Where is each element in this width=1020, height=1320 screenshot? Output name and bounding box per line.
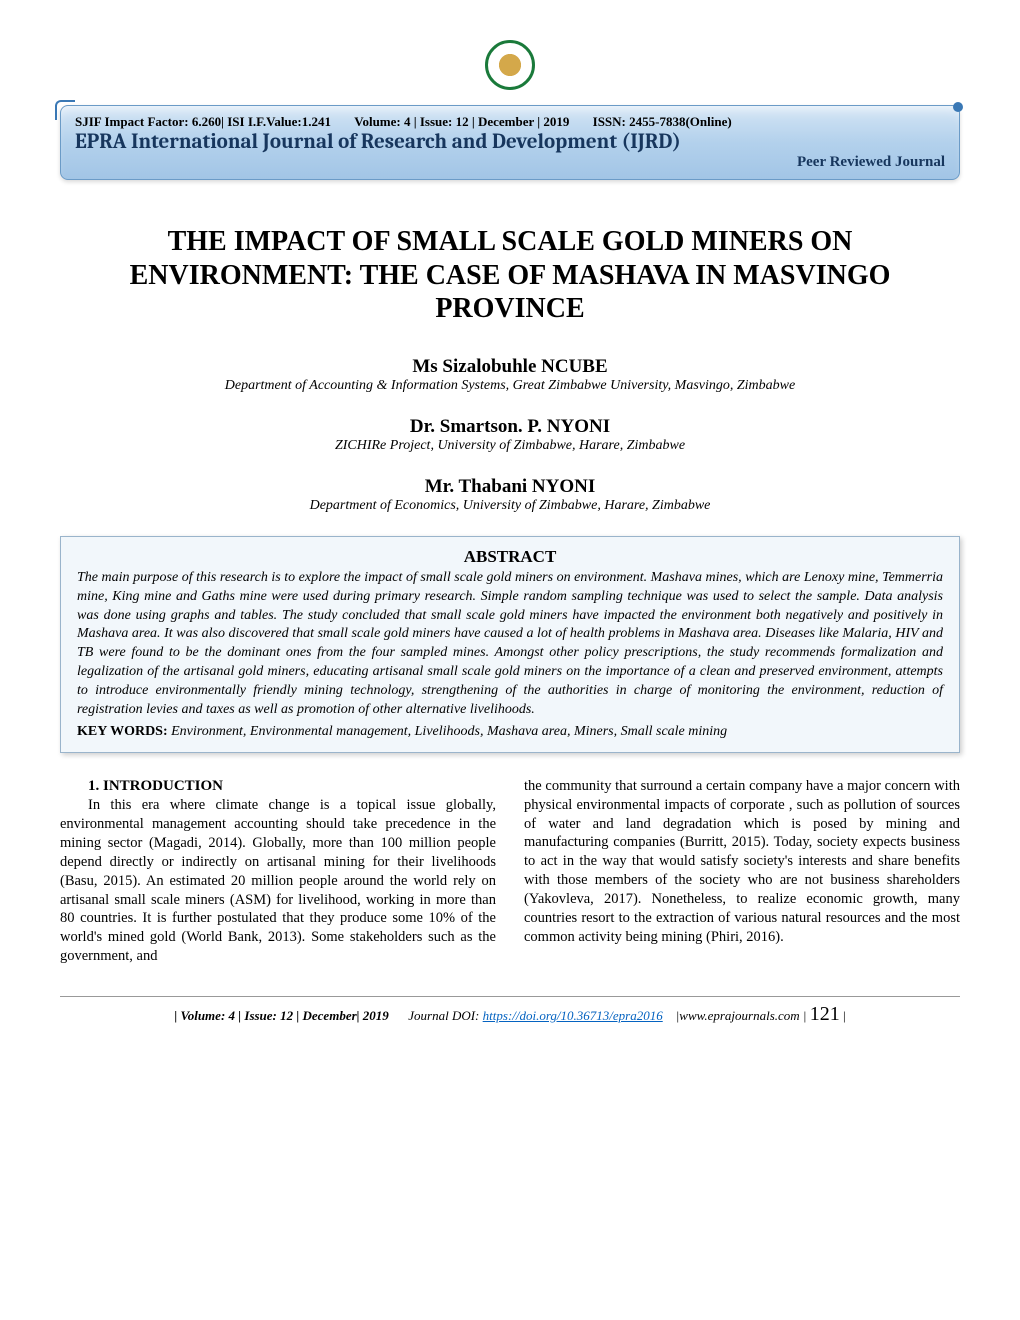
author-name: Ms Sizalobuhle NCUBE	[60, 356, 960, 378]
abstract-text: The main purpose of this research is to …	[77, 569, 943, 720]
paper-title: THE IMPACT OF SMALL SCALE GOLD MINERS ON…	[60, 225, 960, 326]
author-affiliation: ZICHIRe Project, University of Zimbabwe,…	[60, 438, 960, 454]
journal-name: EPRA International Journal of Research a…	[75, 130, 945, 154]
page-number: 121	[810, 1003, 840, 1025]
author-2: Dr. Smartson. P. NYONI ZICHIRe Project, …	[60, 416, 960, 454]
impact-factor: SJIF Impact Factor: 6.260| ISI I.F.Value…	[75, 114, 331, 130]
logo-icon	[485, 40, 535, 90]
doi-link[interactable]: https://doi.org/10.36713/epra2016	[483, 1008, 663, 1023]
intro-para-1: In this era where climate change is a to…	[60, 796, 496, 966]
abstract-heading: ABSTRACT	[77, 547, 943, 567]
author-affiliation: Department of Accounting & Information S…	[60, 378, 960, 394]
author-1: Ms Sizalobuhle NCUBE Department of Accou…	[60, 356, 960, 394]
footer-doi-label: Journal DOI:	[408, 1008, 479, 1023]
issn: ISSN: 2455-7838(Online)	[593, 114, 732, 130]
keywords-line: KEY WORDS: Environment, Environmental ma…	[77, 724, 943, 740]
author-name: Dr. Smartson. P. NYONI	[60, 416, 960, 438]
abstract-box: ABSTRACT The main purpose of this resear…	[60, 536, 960, 753]
footer-tail: |	[843, 1008, 846, 1023]
author-name: Mr. Thabani NYONI	[60, 476, 960, 498]
page-footer: | Volume: 4 | Issue: 12 | December| 2019…	[60, 996, 960, 1026]
author-3: Mr. Thabani NYONI Department of Economic…	[60, 476, 960, 514]
footer-site: |www.eprajournals.com |	[676, 1008, 807, 1023]
journal-banner: SJIF Impact Factor: 6.260| ISI I.F.Value…	[60, 105, 960, 180]
author-affiliation: Department of Economics, University of Z…	[60, 498, 960, 514]
body-columns: 1. INTRODUCTION In this era where climat…	[60, 777, 960, 966]
keywords-text: Environment, Environmental management, L…	[171, 724, 727, 739]
volume-info: Volume: 4 | Issue: 12 | December | 2019	[354, 114, 569, 130]
journal-logo	[60, 40, 960, 95]
footer-volume: | Volume: 4 | Issue: 12 | December| 2019	[174, 1008, 388, 1023]
section-heading-introduction: 1. INTRODUCTION	[60, 777, 496, 797]
keywords-label: KEY WORDS:	[77, 724, 168, 739]
banner-meta-row: SJIF Impact Factor: 6.260| ISI I.F.Value…	[75, 114, 945, 130]
intro-para-2: the community that surround a certain co…	[524, 777, 960, 947]
peer-review-label: Peer Reviewed Journal	[75, 154, 945, 171]
